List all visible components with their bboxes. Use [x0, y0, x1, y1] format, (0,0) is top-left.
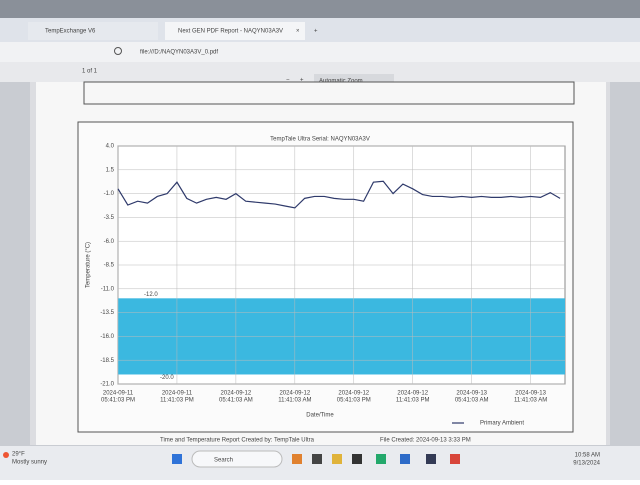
y-tick-label: -3.5 [104, 215, 115, 221]
x-tick-label: 2024-09-12 [338, 391, 369, 397]
search-box[interactable] [191, 450, 283, 468]
top-strip [0, 0, 640, 18]
weather-icon [3, 452, 9, 458]
line [117, 180, 561, 209]
x-tick-label: 05:41:03 AM [219, 398, 253, 404]
band-label: -12.0 [144, 292, 158, 298]
y-tick-label: -11.0 [101, 286, 115, 292]
x-tick-label: 2024-09-12 [279, 391, 310, 397]
y-tick-label: 1.5 [106, 167, 115, 173]
app-icon[interactable] [400, 454, 410, 464]
x-tick-label: 2024-09-12 [397, 391, 428, 397]
legend-label: Primary Ambient [480, 421, 524, 427]
y-axis-label: Temperature (°C) [86, 242, 92, 288]
y-tick-label: -6.0 [104, 239, 115, 245]
x-tick-label: 2024-09-13 [456, 391, 487, 397]
search-label: Search [214, 458, 233, 464]
app-icon[interactable] [292, 454, 302, 464]
pdf-toolbar [0, 62, 640, 82]
x-tick-label: 2024-09-11 [103, 391, 134, 397]
y-tick-label: -16.0 [100, 334, 114, 340]
x-tick-label: 05:41:03 PM [337, 398, 371, 404]
start-button[interactable] [172, 454, 182, 464]
y-tick-label: -21.0 [100, 382, 114, 388]
page-indicator: 1 of 1 [82, 69, 98, 75]
tab[interactable] [28, 22, 158, 40]
x-tick-label: 11:41:03 AM [278, 398, 311, 404]
y-tick-label: -13.5 [100, 310, 114, 316]
tab-title: Next GEN PDF Report - NAQYN03A3V [178, 29, 283, 35]
clock-date: 9/13/2024 [573, 461, 600, 467]
app-icon[interactable] [352, 454, 362, 464]
x-tick-label: 05:41:03 PM [101, 398, 135, 404]
reload[interactable] [114, 47, 122, 55]
x-tick-label: 11:41:03 PM [396, 398, 430, 404]
x-axis-label: Date/Time [306, 413, 334, 419]
header-box [83, 81, 575, 105]
y-tick-label: -18.5 [100, 358, 114, 364]
tab-active[interactable] [165, 22, 305, 40]
x-tick-label: 2024-09-11 [162, 391, 193, 397]
new-tab[interactable]: + [314, 29, 318, 35]
zoom-in[interactable]: + [300, 78, 304, 84]
app-icon[interactable] [376, 454, 386, 464]
x-tick-label: 05:41:03 AM [455, 398, 489, 404]
x-tick-label: 2024-09-12 [221, 391, 252, 397]
app-icon[interactable] [426, 454, 436, 464]
x-tick-label: 2024-09-13 [515, 391, 546, 397]
app-icon[interactable] [332, 454, 342, 464]
x-tick-label: 11:41:03 PM [160, 398, 194, 404]
clock-time: 10:58 AM [575, 453, 600, 459]
x-tick-label: 11:41:03 AM [514, 398, 547, 404]
y-tick-label: -1.0 [104, 191, 115, 197]
footer-left: Time and Temperature Report Created by: … [160, 438, 315, 444]
y-tick-label: 4.0 [106, 144, 115, 150]
tab-title: TempExchange V6 [45, 29, 96, 35]
tab-close[interactable]: × [296, 29, 300, 35]
footer-right: File Created: 2024-09-13 3:33 PM [380, 438, 471, 444]
y-tick-label: -8.5 [104, 263, 115, 269]
app-icon[interactable] [312, 454, 322, 464]
app-icon[interactable] [450, 454, 460, 464]
zoom-out[interactable]: − [286, 78, 290, 84]
chart-title: TempTale Ultra Serial: NAQYN03A3V [270, 137, 370, 143]
url[interactable]: file:///D:/NAQYN03A3V_0.pdf [140, 50, 218, 56]
toolbar [0, 42, 640, 62]
band-label: -20.0 [160, 375, 174, 381]
weather-temp: 29°F [12, 452, 25, 458]
weather-condition: Mostly sunny [12, 460, 47, 466]
